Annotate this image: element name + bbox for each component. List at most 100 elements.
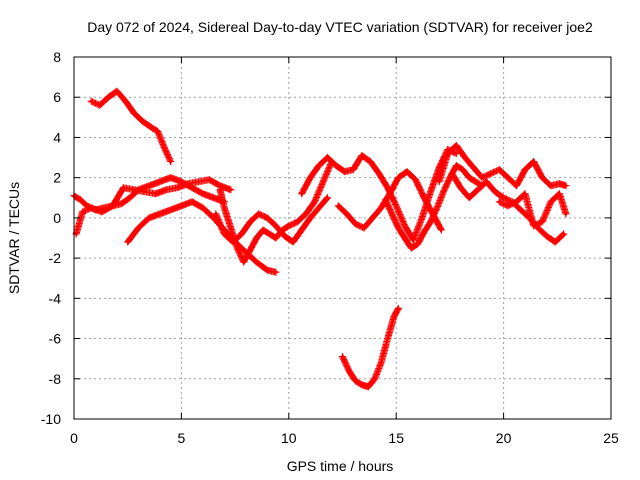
data-point	[347, 369, 351, 373]
data-point	[540, 176, 544, 180]
data-point	[156, 129, 160, 133]
data-point	[111, 204, 115, 208]
data-point	[336, 204, 340, 208]
series-arc-8	[334, 168, 445, 234]
data-point	[523, 192, 527, 196]
data-point	[265, 216, 269, 220]
data-point	[484, 180, 488, 184]
data-point	[450, 172, 454, 176]
data-point	[422, 230, 426, 234]
data-point	[557, 182, 561, 186]
y-tick-label: 8	[53, 49, 61, 65]
data-point	[441, 190, 445, 194]
data-point	[78, 198, 82, 202]
data-point	[474, 180, 478, 184]
data-point	[351, 168, 355, 172]
data-point	[274, 224, 278, 228]
data-point	[218, 184, 222, 188]
data-point	[545, 234, 549, 238]
data-point	[186, 182, 190, 186]
data-point	[454, 152, 458, 156]
data-point	[379, 206, 383, 210]
data-point	[115, 89, 119, 93]
data-point	[386, 186, 390, 190]
data-point	[366, 385, 370, 389]
data-point	[341, 355, 344, 359]
data-point	[169, 208, 173, 212]
data-point	[317, 206, 321, 210]
data-point	[158, 180, 162, 184]
series-arc-3	[72, 176, 235, 238]
y-tick-label: -8	[49, 371, 62, 387]
data-point	[396, 226, 400, 230]
data-point	[353, 379, 357, 383]
data-point	[162, 146, 166, 149]
data-point	[325, 156, 329, 160]
data-point	[141, 119, 145, 123]
data-point	[514, 184, 518, 188]
data-point	[562, 232, 566, 236]
series-arc-10	[435, 141, 570, 190]
data-point	[429, 190, 433, 194]
data-point	[435, 206, 439, 210]
data-point	[98, 103, 102, 107]
data-point	[564, 184, 568, 188]
y-tick-label: 2	[53, 170, 61, 186]
data-point	[248, 220, 252, 224]
data-point	[261, 228, 265, 232]
data-point	[506, 204, 510, 208]
data-point	[549, 200, 553, 204]
data-point	[532, 224, 536, 228]
chart-title: Day 072 of 2024, Sidereal Day-to-day VTE…	[87, 19, 593, 35]
y-tick-label: -10	[41, 411, 61, 427]
data-point	[532, 160, 536, 164]
x-tick-labels: 0 5 10 15 20 25	[70, 430, 619, 446]
data-point	[85, 204, 89, 208]
data-point	[300, 192, 304, 196]
data-point	[403, 224, 407, 228]
data-point	[396, 176, 400, 180]
series-markers	[87, 87, 175, 166]
data-point	[100, 210, 104, 214]
data-point	[540, 220, 544, 224]
data-point	[392, 314, 396, 318]
data-point	[197, 180, 201, 184]
y-tick-label: -4	[49, 290, 62, 306]
data-point	[388, 192, 392, 196]
data-point	[267, 232, 271, 236]
data-point	[360, 154, 364, 158]
data-point	[379, 361, 383, 365]
data-point	[89, 206, 93, 210]
data-point	[362, 226, 366, 230]
x-tick-label: 5	[178, 430, 186, 446]
data-point	[557, 192, 561, 196]
data-point	[169, 176, 173, 180]
data-point	[343, 170, 347, 174]
data-point	[321, 180, 325, 184]
data-point	[414, 178, 418, 182]
data-point	[201, 206, 205, 210]
data-point	[81, 210, 85, 214]
data-point	[128, 196, 132, 200]
y-tick-label: 4	[53, 129, 61, 145]
data-point	[514, 200, 518, 204]
data-point	[106, 95, 110, 99]
data-point	[345, 212, 349, 216]
data-point	[164, 188, 168, 192]
data-point	[353, 222, 357, 226]
data-point	[218, 188, 222, 192]
data-point	[360, 383, 364, 387]
data-point	[121, 186, 125, 190]
data-point	[493, 190, 497, 194]
data-point	[274, 270, 278, 274]
data-point	[248, 248, 252, 252]
data-point	[454, 164, 458, 168]
series-arc-1	[87, 87, 175, 166]
data-point	[154, 192, 158, 196]
data-point	[235, 246, 239, 250]
x-tick-label: 15	[388, 430, 404, 446]
data-point	[480, 176, 484, 180]
data-point	[231, 240, 235, 244]
data-points	[70, 87, 570, 391]
data-point	[119, 202, 123, 206]
